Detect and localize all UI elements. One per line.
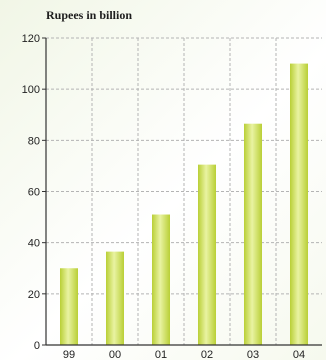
bar <box>198 164 216 345</box>
y-tick-label: 40 <box>28 238 40 250</box>
y-tick-label: 120 <box>22 33 40 45</box>
bar <box>244 123 262 346</box>
bar <box>152 214 170 345</box>
y-tick-label: 20 <box>28 289 40 301</box>
bar <box>106 251 124 345</box>
x-tick-label: 04 <box>293 349 305 360</box>
x-tick-label: 00 <box>109 349 121 360</box>
x-tick-label: 03 <box>247 349 259 360</box>
y-tick-label: 100 <box>22 84 40 96</box>
y-tick-label: 80 <box>28 135 40 147</box>
chart-title: Rupees in billion <box>46 8 133 22</box>
axes <box>42 37 322 346</box>
x-tick-label: 02 <box>201 349 213 360</box>
bar <box>290 63 308 345</box>
bar <box>60 268 78 345</box>
bars <box>60 63 308 346</box>
y-tick-label: 60 <box>28 187 40 199</box>
y-tick-label: 0 <box>34 340 40 352</box>
grid-lines <box>46 37 322 345</box>
x-tick-label: 99 <box>63 349 75 360</box>
x-tick-label: 01 <box>155 349 167 360</box>
tick-labels: 0 20 40 60 80 100 120 99 00 01 02 03 04 <box>22 33 305 360</box>
